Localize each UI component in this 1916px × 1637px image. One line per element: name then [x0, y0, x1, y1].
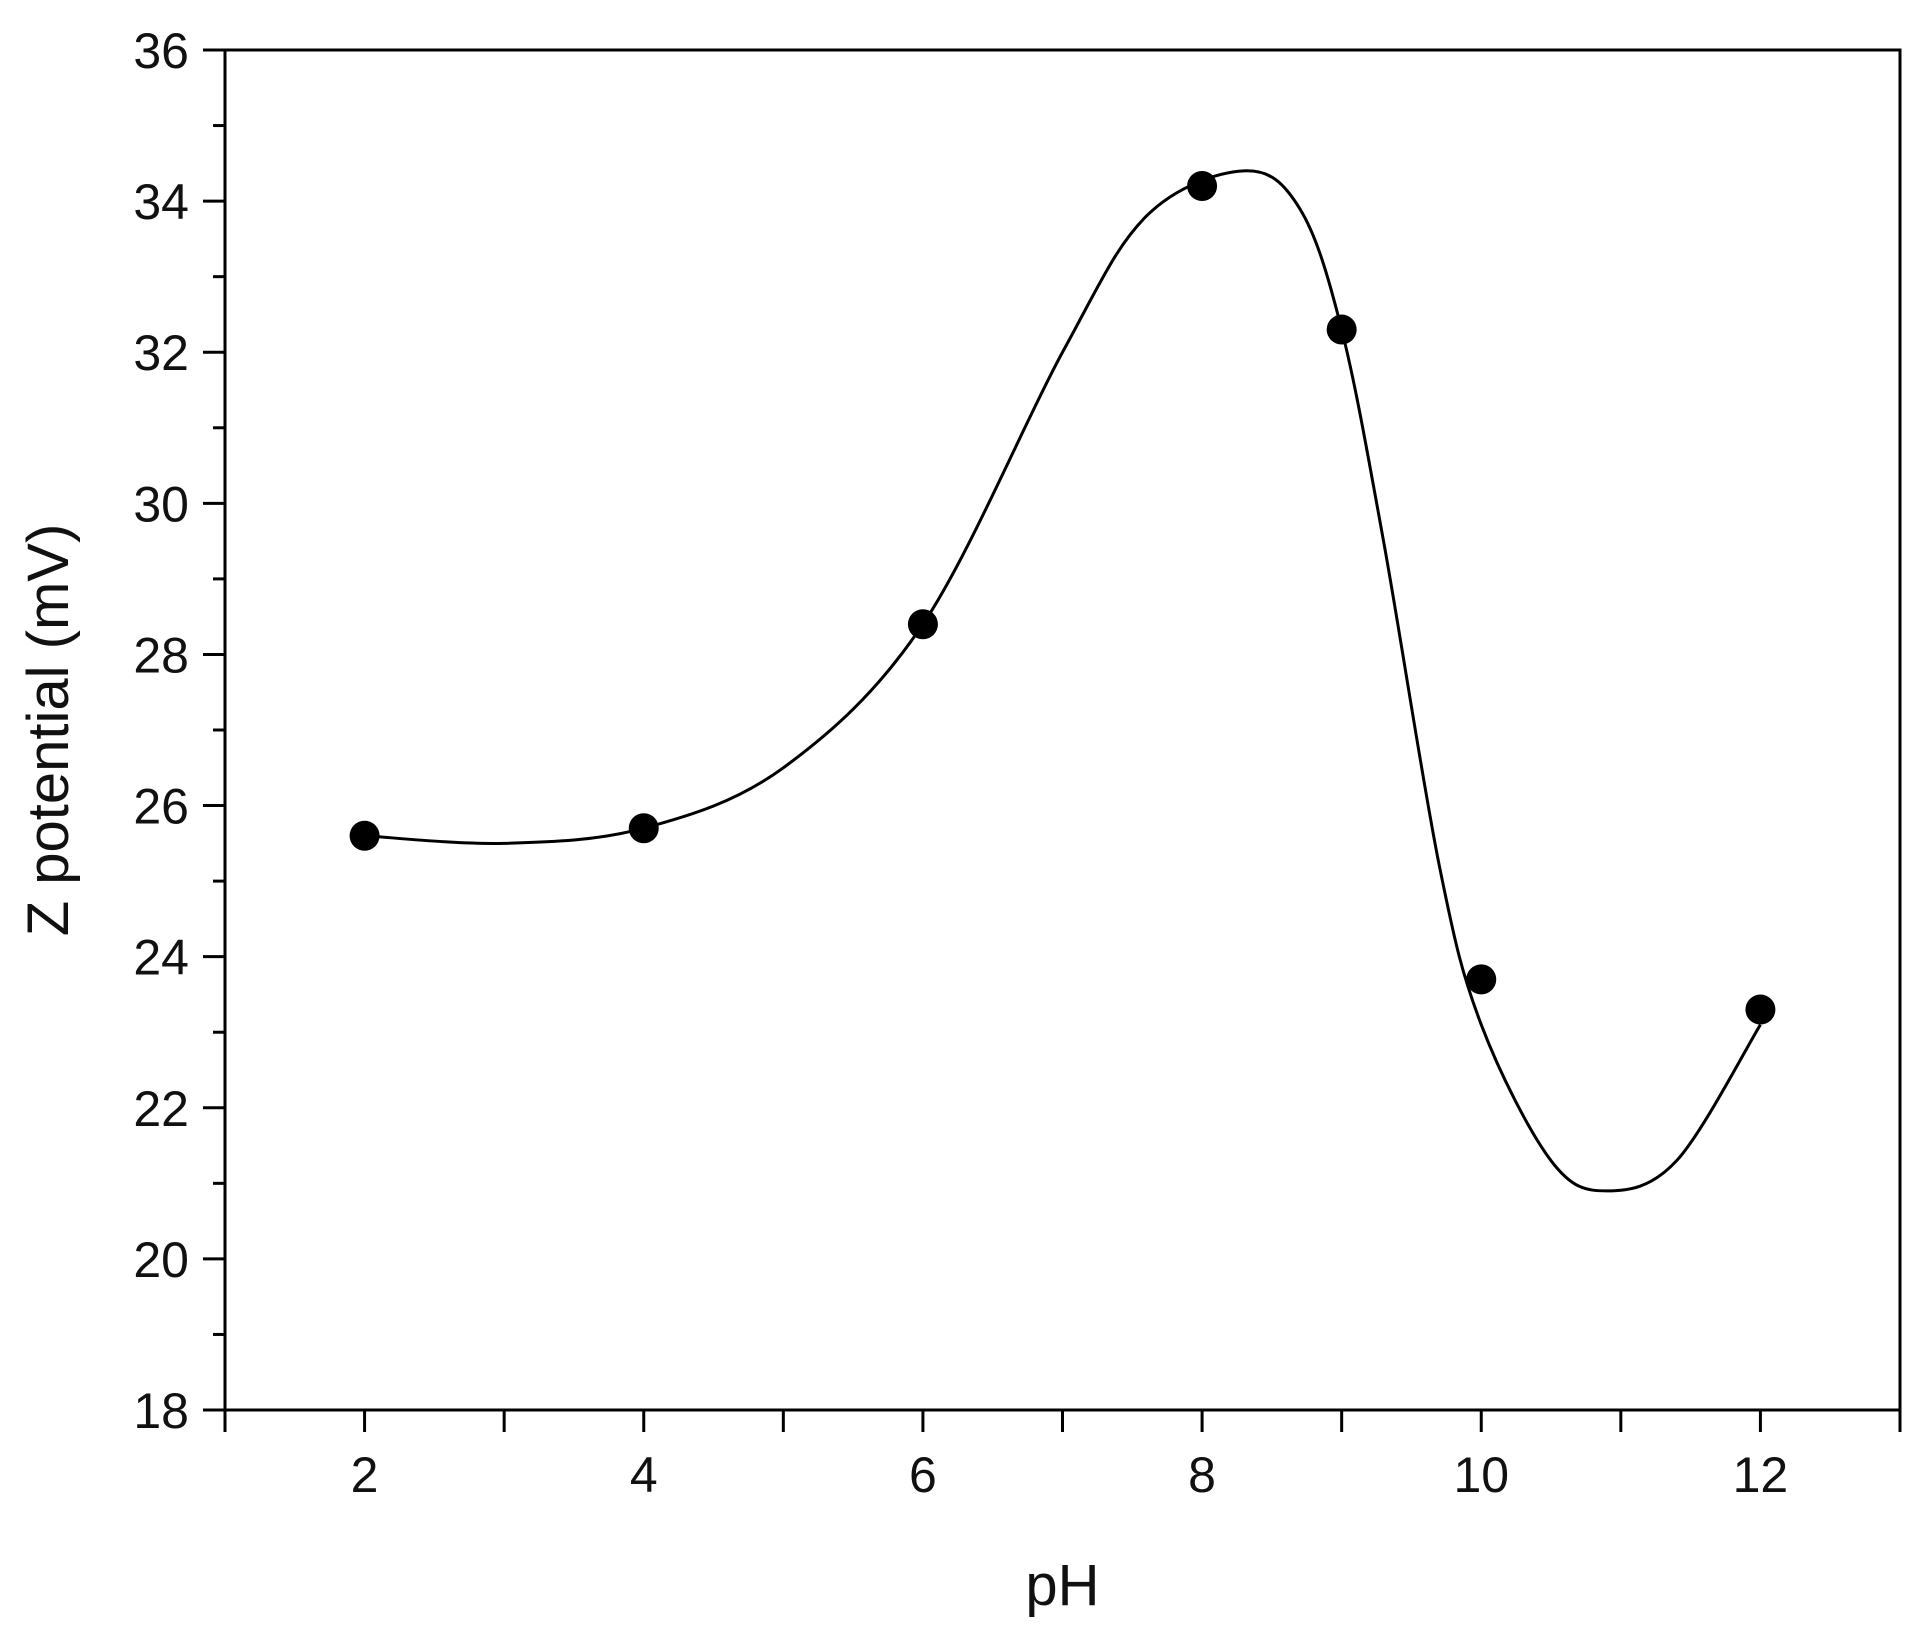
data-point: [349, 820, 380, 851]
y-tick-label: 36: [133, 23, 189, 79]
x-tick-label: 4: [630, 1447, 658, 1503]
data-point: [1466, 964, 1497, 995]
x-tick-label: 8: [1188, 1447, 1216, 1503]
data-point: [628, 813, 659, 844]
y-axis-title: Z potential (mV): [16, 524, 81, 937]
x-tick-label: 10: [1453, 1447, 1509, 1503]
y-tick-label: 24: [133, 930, 189, 986]
y-tick-label: 18: [133, 1383, 189, 1439]
y-tick-label: 28: [133, 627, 189, 683]
x-tick-label: 2: [351, 1447, 379, 1503]
y-tick-label: 34: [133, 174, 189, 230]
y-tick-label: 30: [133, 476, 189, 532]
data-markers: [349, 171, 1776, 1025]
plot-frame: [223, 48, 1902, 1412]
data-point: [907, 609, 938, 640]
x-tick-label: 6: [909, 1447, 937, 1503]
axis-ticks: [203, 48, 1902, 1432]
data-point: [1326, 314, 1357, 345]
y-tick-label: 32: [133, 325, 189, 381]
x-tick-label: 12: [1733, 1447, 1789, 1503]
fit-curve: [364, 169, 1762, 1193]
y-tick-label: 22: [133, 1081, 189, 1137]
data-point: [1187, 171, 1218, 201]
y-tick-label: 26: [133, 779, 189, 835]
data-point: [1745, 994, 1776, 1025]
y-tick-label: 20: [133, 1232, 189, 1288]
x-axis-title: pH: [1025, 1553, 1099, 1618]
